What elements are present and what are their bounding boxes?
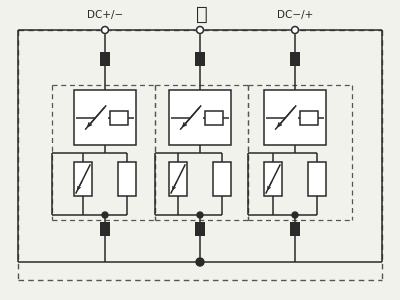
Bar xyxy=(205,110,223,124)
Bar xyxy=(195,52,205,66)
Bar xyxy=(264,162,282,196)
Bar xyxy=(74,162,92,196)
Bar xyxy=(195,222,205,236)
Circle shape xyxy=(197,212,203,218)
Bar xyxy=(169,90,231,145)
Bar xyxy=(300,110,318,124)
Bar xyxy=(74,90,136,145)
Text: ⏛: ⏛ xyxy=(196,4,208,23)
Text: DC−/+: DC−/+ xyxy=(277,10,313,20)
Bar xyxy=(110,110,128,124)
Circle shape xyxy=(292,26,298,34)
Bar xyxy=(100,52,110,66)
Bar xyxy=(169,162,187,196)
Text: DC+/−: DC+/− xyxy=(87,10,123,20)
Circle shape xyxy=(102,26,108,34)
Circle shape xyxy=(292,212,298,218)
Bar xyxy=(308,162,326,196)
Bar xyxy=(118,162,136,196)
Circle shape xyxy=(102,212,108,218)
Bar xyxy=(264,90,326,145)
Bar xyxy=(100,222,110,236)
Bar xyxy=(290,52,300,66)
Bar xyxy=(290,222,300,236)
Bar xyxy=(213,162,231,196)
Circle shape xyxy=(196,258,204,266)
Circle shape xyxy=(196,26,204,34)
